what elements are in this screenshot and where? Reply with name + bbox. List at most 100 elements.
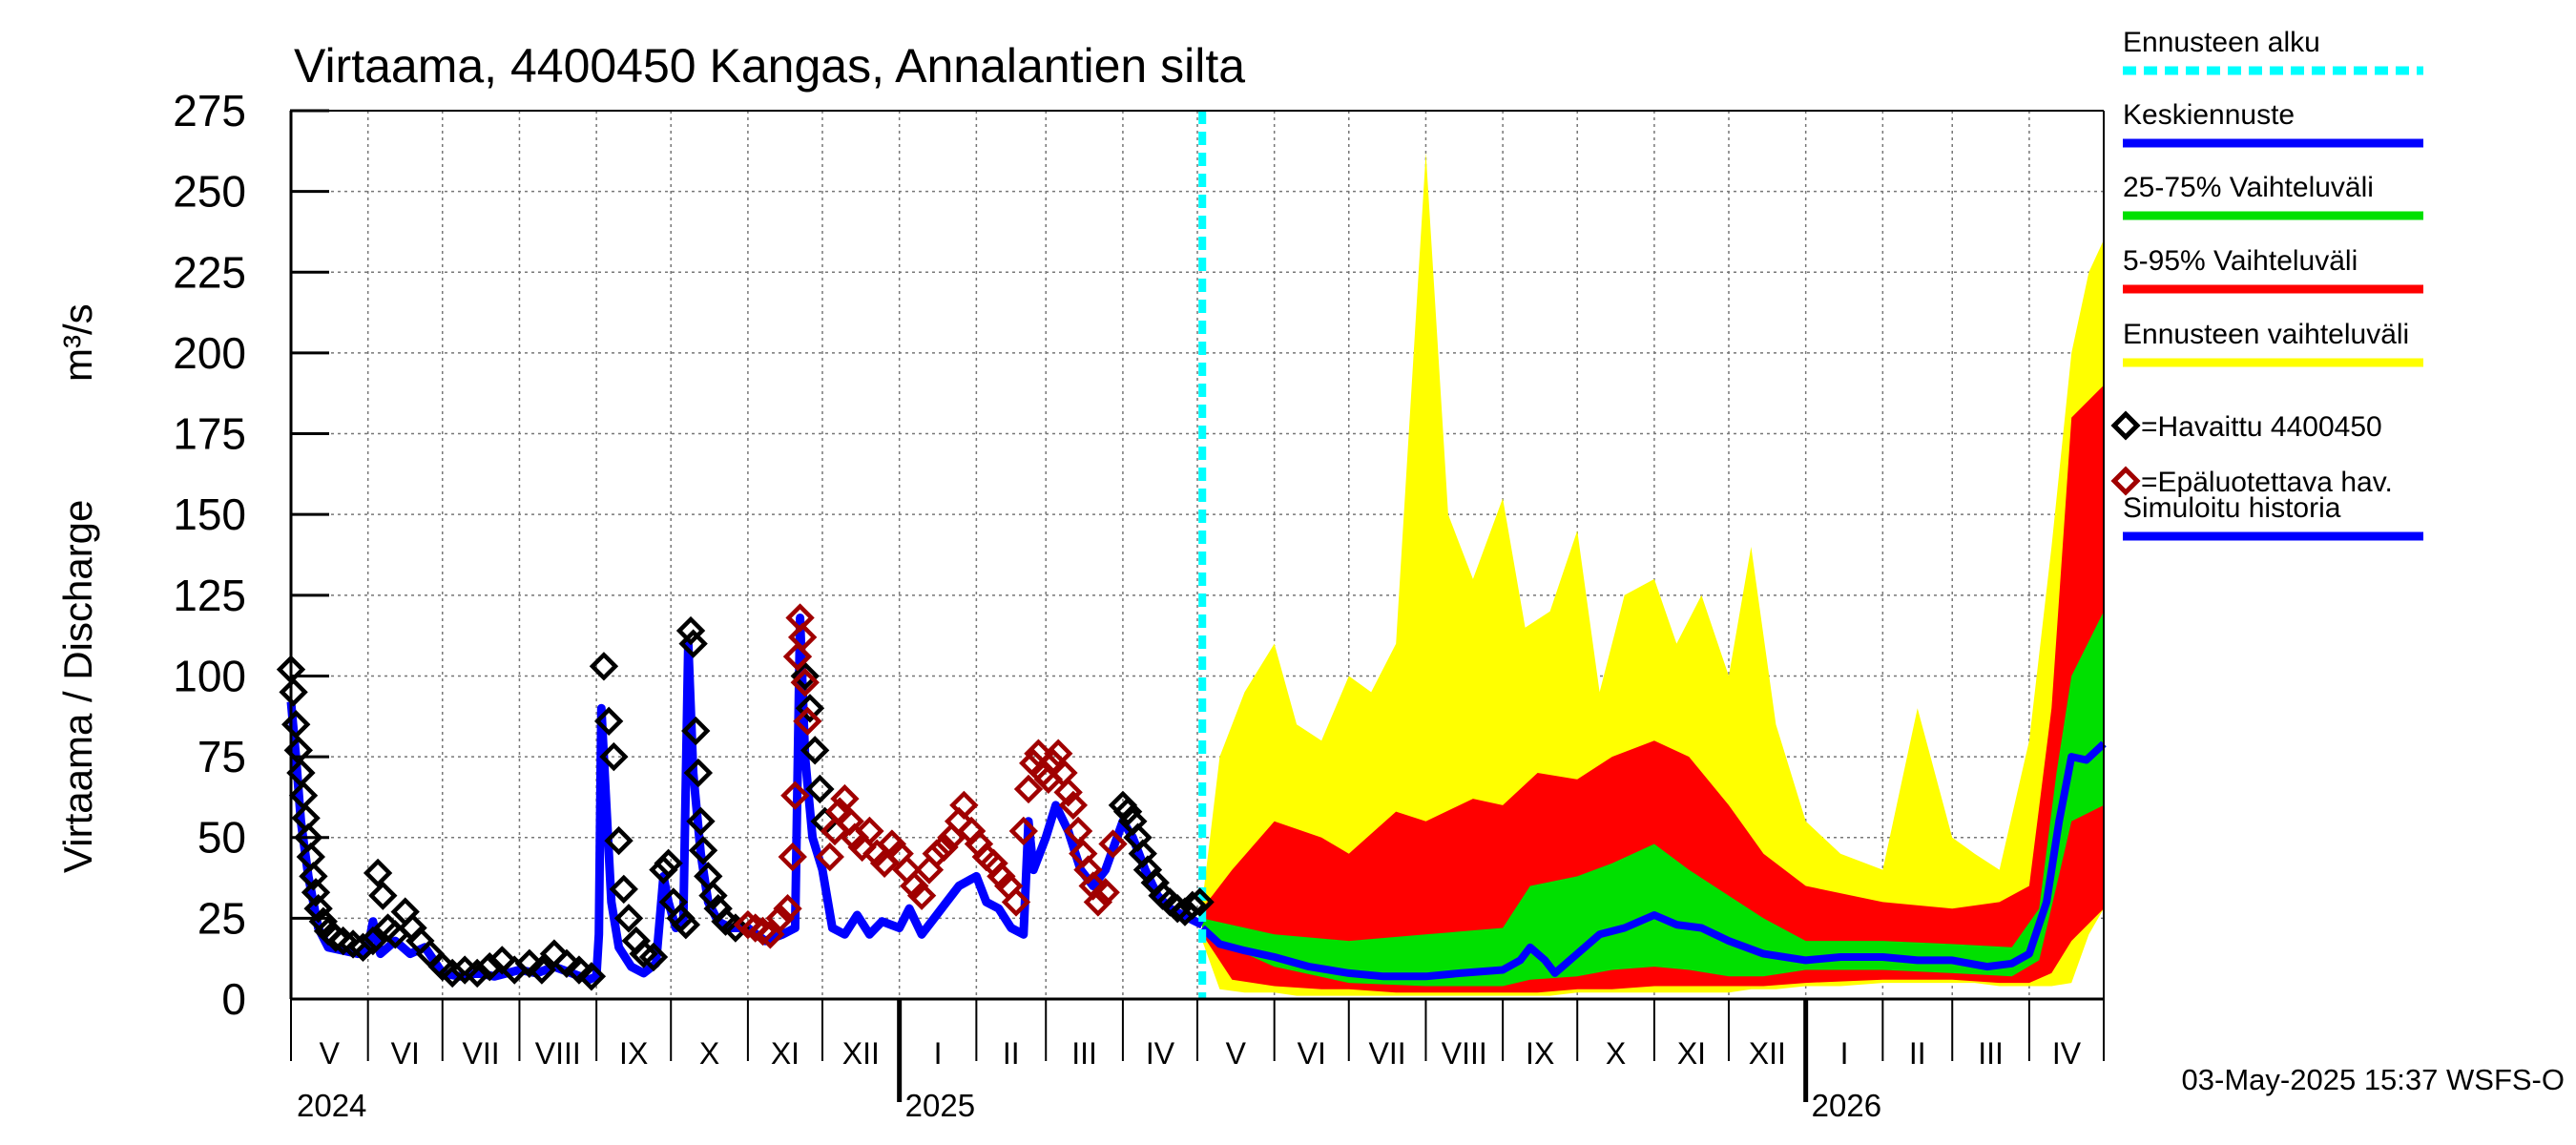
unreliable-marker [906,881,937,910]
unreliable-marker [790,668,820,697]
observed-marker [599,741,629,772]
y-tick-label: 75 [197,732,246,781]
observed-marker [358,926,388,956]
x-month-label: IV [2052,1036,2082,1071]
y-tick-label: 150 [173,489,246,539]
observed-marker [299,862,328,891]
x-month-label: IV [1146,1036,1175,1071]
unreliable-marker [1063,816,1093,846]
observed-marker [720,913,751,943]
y-axis-label: Virtaama / Discharge [55,500,100,873]
unreliable-marker [922,839,951,868]
legend-label: Ennusteen vaihteluväli [2123,319,2409,350]
x-month-label: V [320,1036,341,1071]
observation-markers [276,603,1215,991]
unreliable-marker [733,909,763,940]
legend-label: =Epäluotettava hav. [2141,467,2393,498]
observed-marker [551,948,582,978]
x-year-label: 2024 [297,1088,366,1123]
x-month-label: XI [1677,1036,1706,1071]
y-tick-label: 225 [173,247,246,297]
x-axis-labels: V VI VII VIII IX X XI XII I II III IV V VI VII VIII IX X X… [290,999,2105,1123]
observed-marker [1185,887,1215,917]
legend-marker [2110,410,2141,441]
observed-marker [514,948,545,978]
observed-marker [688,836,718,865]
y-tick-label: 275 [173,86,246,135]
x-month-label: XII [1749,1036,1786,1071]
observed-marker [593,706,624,737]
x-month-label: VIII [535,1036,581,1071]
unreliable-marker [748,916,778,947]
unreliable-marker [740,913,770,943]
observed-marker [368,881,398,910]
x-month-label: II [1909,1036,1926,1071]
observed-marker [564,955,594,985]
unreliable-marker [756,920,785,949]
footer-timestamp: 03-May-2025 15:37 WSFS-O [2182,1063,2565,1096]
y-tick-label: 25 [197,893,246,943]
observed-marker [348,932,378,963]
unreliable-marker [787,622,818,653]
x-month-label: III [1071,1036,1097,1071]
x-month-label: XI [771,1036,800,1071]
x-month-label: II [1003,1036,1020,1071]
observed-marker [678,629,708,658]
grid-lines [291,110,2104,999]
legend-label: Keskiennuste [2123,99,2295,131]
observed-marker [613,904,644,933]
y-tick-label: 50 [197,813,246,863]
observed-marker [805,774,835,804]
unreliable-marker [1083,887,1113,917]
y-tick-label: 200 [173,328,246,378]
observed-marker [527,955,557,985]
legend: Ennusteen alku Keskiennuste 25-75% Vaihtel… [2110,27,2423,541]
x-month-label: X [1606,1036,1626,1071]
x-month-label: VI [391,1036,420,1071]
observed-marker [681,716,711,746]
observed-marker [321,923,351,952]
unreliable-marker [1008,816,1038,846]
x-month-label: VIII [1442,1036,1487,1071]
observed-marker [437,958,467,989]
observed-marker [303,894,333,924]
unreliable-marker [773,894,802,924]
observed-marker [576,962,607,991]
unreliable-marker [830,783,860,814]
observed-marker [363,858,393,888]
unreliable-marker [855,816,884,846]
x-month-label: XII [842,1036,880,1071]
observed-marker [686,806,716,836]
x-month-label: IX [619,1036,648,1071]
band-25-75-vaihteluv-li [1202,611,2104,987]
unreliable-marker [1053,778,1083,807]
x-month-label: V [1226,1036,1247,1071]
observed-marker [649,855,678,885]
observed-marker [301,878,331,907]
legend-label: Simuloitu historia [2123,492,2341,524]
unreliable-marker [1091,878,1120,907]
observed-marker [1112,797,1143,826]
observed-marker [1162,894,1193,924]
observed-marker [790,661,820,691]
y-axis-ticks: 0 25 50 75 100 125 150 175 200 225 250 275 [173,86,329,1024]
y-tick-label: 0 [221,974,246,1024]
x-month-label: IX [1526,1036,1554,1071]
unreliable-marker [1001,887,1031,917]
observed-marker [675,615,706,646]
observed-marker [281,710,311,739]
observed-marker [654,848,683,878]
observed-marker [279,677,308,707]
legend-marker [2110,466,2141,496]
observed-marker [1177,890,1207,921]
observed-marker [475,951,505,982]
legend-label: Ennusteen alku [2123,27,2320,58]
x-year-label: 2025 [905,1088,975,1123]
chart-title: Virtaama, 4400450 Kangas, Annalantien si… [294,39,1245,93]
y-tick-label: 175 [173,409,246,459]
x-month-label: VI [1298,1036,1326,1071]
observed-marker [609,874,638,905]
x-month-label: I [934,1036,943,1071]
unreliable-marker [1058,790,1089,821]
